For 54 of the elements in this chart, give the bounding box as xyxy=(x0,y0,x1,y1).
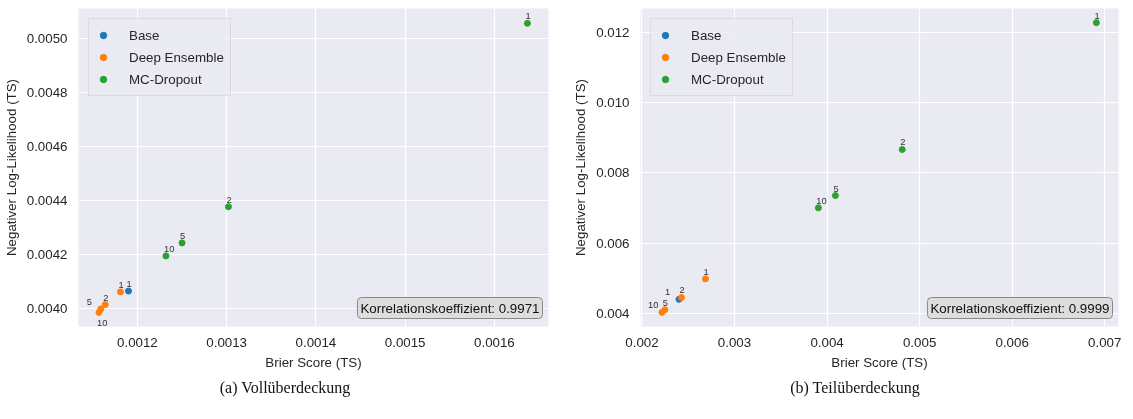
x-tick-label: 0.0016 xyxy=(474,334,515,350)
annotation: 2 xyxy=(226,194,232,205)
legend-label: MC-Dropout xyxy=(129,71,202,87)
x-tick-label: 0.003 xyxy=(717,334,752,350)
y-tick-label: 0.008 xyxy=(596,165,630,181)
annotation: 1 xyxy=(1094,10,1100,21)
x-axis-title: Brier Score (TS) xyxy=(265,354,362,370)
y-tick-label: 0.0044 xyxy=(26,192,69,208)
y-tick-label: 0.006 xyxy=(596,235,630,251)
y-tick-label: 0.0046 xyxy=(26,138,68,154)
y-tick-label: 0.0042 xyxy=(26,247,68,263)
annotation: 10 xyxy=(816,195,827,206)
x-tick-label: 0.007 xyxy=(1088,334,1122,350)
y-tick-label: 0.004 xyxy=(596,305,631,321)
x-tick-label: 0.005 xyxy=(902,334,937,350)
annotation: 2 xyxy=(900,137,906,148)
annotation: Korrelationskoeffizient: 0.9971 xyxy=(360,300,540,316)
annotation: Korrelationskoeffizient: 0.9999 xyxy=(930,300,1110,316)
text: (b) Teilüberdeckung xyxy=(789,378,921,399)
legend-label: Deep Ensemble xyxy=(129,49,224,65)
text: (a) Vollüberdeckung xyxy=(218,378,352,399)
annotation: 5 xyxy=(86,296,93,307)
x-tick-label: 0.0013 xyxy=(206,334,248,350)
x-axis-title: Brier Score (TS) xyxy=(831,354,928,370)
y-axis-title: Negativer Log-Likelihood (TS) xyxy=(3,78,19,257)
legend-label: Deep Ensemble xyxy=(691,49,786,65)
x-tick-label: 0.002 xyxy=(625,334,659,350)
y-tick-label: 0.010 xyxy=(596,95,630,111)
legend-label: Base xyxy=(129,27,160,43)
x-tick-label: 0.004 xyxy=(810,334,845,350)
x-tick-label: 0.0012 xyxy=(117,334,158,350)
y-axis-title: Negativer Log-Likelihood (TS) xyxy=(573,78,589,257)
annotation: 1 xyxy=(118,279,124,290)
annotation: 10 xyxy=(163,243,175,254)
y-tick-label: 0.012 xyxy=(596,25,630,41)
y-tick-label: 0.0040 xyxy=(26,301,68,317)
annotation: 1 xyxy=(126,279,132,290)
x-tick-label: 0.0014 xyxy=(295,334,337,350)
annotation: 1 xyxy=(665,287,671,298)
x-tick-label: 0.006 xyxy=(995,334,1029,350)
annotation: 2 xyxy=(679,285,685,296)
legend-label: MC-Dropout xyxy=(691,71,764,87)
y-tick-label: 0.0048 xyxy=(26,84,68,100)
annotation: 10 xyxy=(97,318,108,329)
annotation: 1 xyxy=(703,266,709,277)
annotation: 2 xyxy=(103,292,109,303)
annotation: 10 xyxy=(647,300,659,311)
annotation: 5 xyxy=(833,183,839,194)
y-tick-label: 0.0050 xyxy=(26,30,68,46)
legend-label: Base xyxy=(691,27,722,43)
x-tick-label: 0.0015 xyxy=(384,334,426,350)
annotation: 5 xyxy=(662,297,669,308)
annotation: 5 xyxy=(180,230,186,241)
annotation: 1 xyxy=(525,11,531,22)
